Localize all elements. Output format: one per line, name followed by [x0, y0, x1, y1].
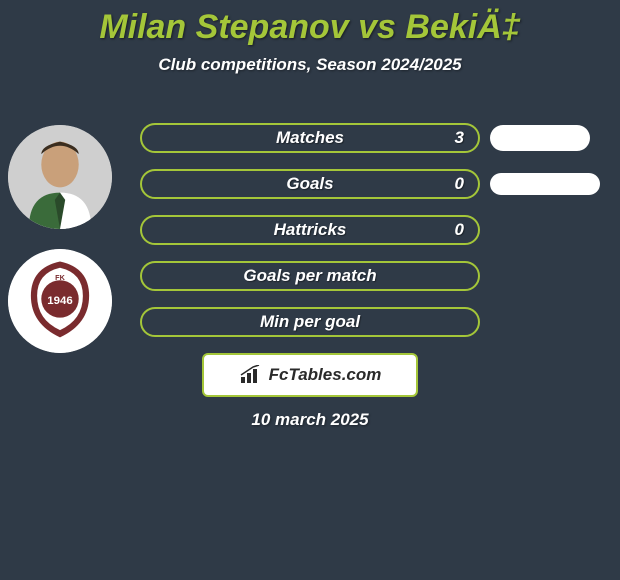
stat-row-goals: Goals 0 — [140, 169, 480, 199]
stat-label: Matches — [276, 128, 344, 148]
stat-label: Min per goal — [260, 312, 360, 332]
right-bars — [490, 123, 600, 199]
date-text: 10 march 2025 — [0, 410, 620, 430]
right-bar — [490, 173, 600, 195]
svg-text:FK: FK — [55, 273, 65, 282]
page-title: Milan Stepanov vs BekiÄ‡ — [0, 0, 620, 47]
club-badge-icon: 1946 FK — [8, 249, 112, 353]
avatar-column: 1946 FK — [8, 125, 112, 353]
stat-row-hattricks: Hattricks 0 — [140, 215, 480, 245]
brand-text: FcTables.com — [269, 365, 382, 385]
right-bar — [490, 125, 590, 151]
club-badge: 1946 FK — [8, 249, 112, 353]
branding-box: FcTables.com — [202, 353, 418, 397]
stat-rows: Matches 3 Goals 0 Hattricks 0 Goals per … — [140, 123, 480, 337]
stat-value: 0 — [455, 174, 464, 194]
stat-row-matches: Matches 3 — [140, 123, 480, 153]
stat-value: 0 — [455, 220, 464, 240]
stat-value: 3 — [455, 128, 464, 148]
stat-label: Goals per match — [243, 266, 376, 286]
stat-row-goals-per-match: Goals per match — [140, 261, 480, 291]
player-avatar-icon — [8, 125, 112, 229]
infographic-container: Milan Stepanov vs BekiÄ‡ Club competitio… — [0, 0, 620, 580]
chart-icon — [239, 365, 263, 385]
subtitle: Club competitions, Season 2024/2025 — [0, 55, 620, 75]
stat-row-min-per-goal: Min per goal — [140, 307, 480, 337]
stat-label: Goals — [286, 174, 333, 194]
player-avatar — [8, 125, 112, 229]
stat-label: Hattricks — [274, 220, 347, 240]
svg-text:1946: 1946 — [47, 295, 72, 307]
